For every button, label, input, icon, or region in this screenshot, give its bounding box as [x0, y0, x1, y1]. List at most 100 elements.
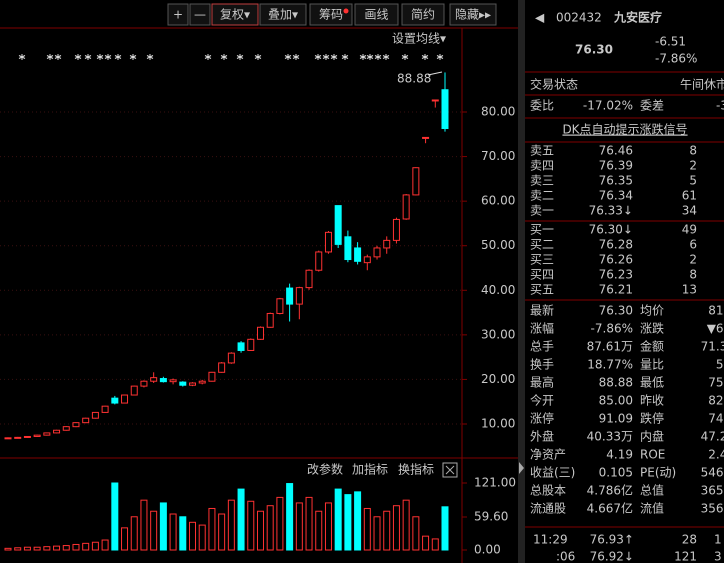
candle-body — [256, 326, 264, 340]
candle-body — [315, 251, 323, 271]
close-indicator[interactable] — [442, 462, 458, 478]
volume-bar — [324, 502, 332, 551]
volume-bar — [208, 507, 216, 551]
high-label: 88.88 — [397, 72, 431, 86]
toolbar-label[interactable]: — — [194, 8, 206, 22]
stock-name: 九安医疗 — [613, 10, 662, 25]
candle-body — [324, 231, 332, 253]
toolbar-label[interactable]: 复权▾ — [220, 8, 250, 22]
stat-label: 涨幅 — [530, 321, 554, 336]
event-marker — [104, 54, 112, 60]
last-price: 76.30 — [575, 43, 613, 57]
stat-value: 91.09 — [599, 412, 633, 426]
panel-splitter[interactable] — [518, 0, 525, 563]
candle-body — [402, 194, 410, 220]
volume-tick-label: 121.00 — [474, 476, 516, 490]
candle-body — [218, 362, 226, 373]
candle-body — [179, 381, 187, 386]
volume-bar — [82, 542, 90, 551]
stat-value: 40.33万 — [587, 430, 633, 444]
back-arrow[interactable]: ◀ — [535, 11, 545, 25]
toolbar-button[interactable] — [354, 3, 399, 26]
stat-label: 流通股 — [530, 502, 566, 516]
book-label: 买二 — [530, 238, 554, 252]
candle-body — [169, 379, 177, 383]
candle-body — [383, 239, 391, 249]
splitter-arrow[interactable] — [519, 462, 524, 474]
toolbar-label[interactable]: + — [173, 8, 183, 22]
event-marker — [374, 54, 382, 60]
volume-bar — [53, 545, 61, 551]
event-marker — [129, 54, 137, 60]
signal-link[interactable]: DK点自动提示涨跌信号 — [562, 122, 687, 137]
event-marker — [322, 54, 330, 60]
candle-body — [363, 256, 371, 264]
toolbar-label[interactable]: 筹码 — [319, 8, 343, 22]
candle-body — [431, 99, 439, 102]
stat-value: 75.0 — [708, 376, 724, 390]
ma-setting[interactable]: 设置均线▾ — [392, 32, 446, 46]
book-price: 76.21 — [599, 283, 633, 297]
book-label: 卖三 — [530, 174, 554, 188]
volume-bar — [189, 521, 197, 551]
book-label: 卖五 — [530, 144, 554, 158]
stat-value: 71.34 — [701, 340, 724, 354]
toolbar-button[interactable] — [189, 3, 211, 26]
candle-body — [101, 405, 109, 413]
toolbar-label[interactable]: 叠加▾ — [268, 8, 298, 22]
book-volume: 5 — [689, 174, 697, 188]
candle-body — [72, 422, 80, 428]
book-price: 76.26 — [599, 253, 633, 267]
toolbar-label[interactable]: 画线 — [364, 8, 388, 22]
stat-label: 流值 — [640, 501, 664, 516]
toolbar-button[interactable] — [309, 3, 353, 26]
close-icon[interactable] — [445, 465, 455, 475]
event-marker — [54, 54, 62, 60]
book-label: 卖四 — [530, 159, 554, 173]
indicator-button[interactable]: 换指标 — [398, 462, 434, 477]
indicator-button[interactable]: 改参数 — [307, 462, 343, 477]
volume-tick-label: 0.00 — [474, 543, 501, 557]
event-marker — [114, 54, 122, 60]
toolbar-button[interactable] — [211, 3, 259, 26]
candle-body — [334, 205, 342, 245]
volume-bar — [198, 524, 206, 551]
volume-bar — [72, 543, 80, 551]
volume-bar — [412, 516, 420, 551]
stat-label: ROE — [640, 448, 665, 462]
volume-bar — [344, 494, 352, 551]
ratio-value: -17.02% — [583, 99, 633, 113]
volume-bar — [295, 502, 303, 551]
stat-value: 74.5 — [708, 412, 724, 426]
tick-volume: 121 — [674, 550, 697, 563]
volume-bar — [383, 510, 391, 551]
volume-bar — [218, 513, 226, 551]
volume-bar — [441, 506, 449, 551]
toolbar-button[interactable] — [449, 3, 497, 26]
candle-body — [441, 89, 449, 130]
stat-value: 85.00 — [599, 394, 633, 408]
toolbar-label[interactable]: 简约 — [411, 7, 435, 22]
stat-label: 最低 — [640, 376, 664, 390]
indicator-button[interactable]: 加指标 — [352, 462, 388, 477]
candle-body — [392, 218, 400, 241]
stat-value: 18.77% — [587, 358, 633, 372]
event-marker — [382, 54, 390, 60]
toolbar-button[interactable] — [259, 3, 307, 26]
stat-label: 最高 — [530, 375, 554, 390]
event-marker — [341, 54, 349, 60]
y-tick-label: 60.00 — [481, 194, 515, 208]
volume-bar — [121, 527, 129, 551]
volume-bar — [130, 516, 138, 551]
book-price: 76.28 — [599, 238, 633, 252]
toolbar-label[interactable]: 隐藏▸▸ — [455, 8, 491, 22]
volume-bar — [227, 499, 235, 551]
y-tick-label: 40.00 — [481, 283, 515, 297]
volume-bar — [140, 499, 148, 551]
event-marker — [74, 54, 82, 60]
toolbar-button[interactable] — [401, 3, 445, 26]
stat-label: 换手 — [530, 358, 554, 372]
volume-bar — [402, 499, 410, 551]
book-label: 卖二 — [530, 189, 554, 203]
toolbar-button[interactable] — [167, 3, 189, 26]
